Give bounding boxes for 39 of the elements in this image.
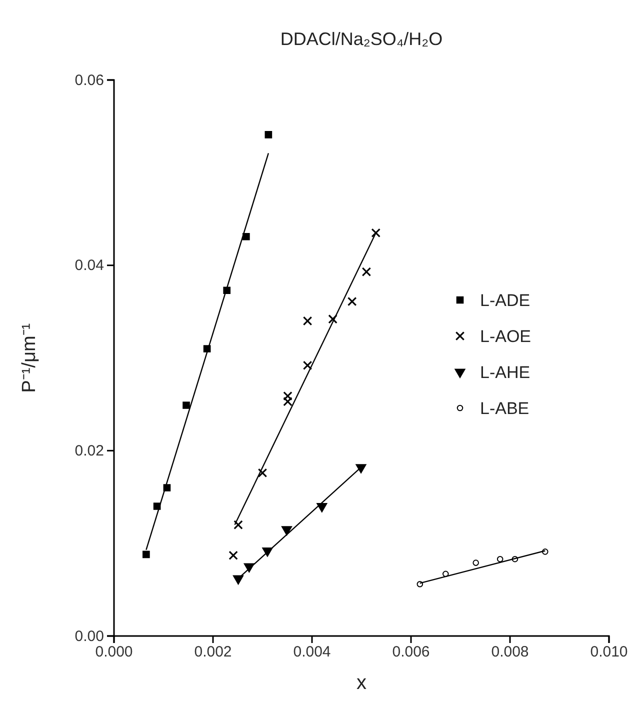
point [356, 464, 366, 474]
legend-label: L-AOE [480, 327, 532, 346]
point [258, 468, 268, 478]
point [496, 556, 504, 562]
x-tick-label: 0.008 [491, 644, 529, 661]
legend-label: L-ADE [480, 291, 530, 310]
point [283, 396, 292, 406]
y-axis-title: P⁻¹/μm⁻¹ [19, 323, 40, 393]
point [371, 228, 380, 238]
legend-label: L-ABE [480, 399, 530, 418]
point [228, 550, 238, 560]
point [281, 526, 292, 536]
y-tick-label: 0.04 [74, 257, 104, 274]
point [328, 314, 338, 324]
point [234, 520, 243, 530]
point [182, 402, 190, 409]
x-tick-label: 0.004 [293, 644, 331, 661]
y-tick-label: 0.06 [74, 72, 104, 89]
point [283, 391, 292, 401]
point [442, 570, 449, 578]
x-tick-label: 0.000 [95, 644, 133, 661]
legend-label: L-AHE [480, 363, 530, 382]
point [512, 556, 518, 562]
x-axis-title: x [356, 672, 366, 694]
point [347, 296, 357, 306]
point [302, 316, 312, 326]
point [472, 560, 479, 566]
point [316, 502, 328, 512]
point [242, 232, 250, 240]
x-tick-label: 0.006 [392, 644, 430, 661]
x-tick-label: 0.002 [194, 644, 232, 661]
point [302, 360, 312, 370]
point [264, 131, 272, 138]
x-tick-label: 0.010 [590, 644, 628, 661]
point [362, 267, 372, 276]
chart-title: DDACl/Na₂SO₄/H₂O [280, 29, 443, 49]
point [142, 550, 150, 558]
y-tick-label: 0.02 [74, 442, 104, 460]
y-tick-label: 0.00 [74, 628, 104, 645]
